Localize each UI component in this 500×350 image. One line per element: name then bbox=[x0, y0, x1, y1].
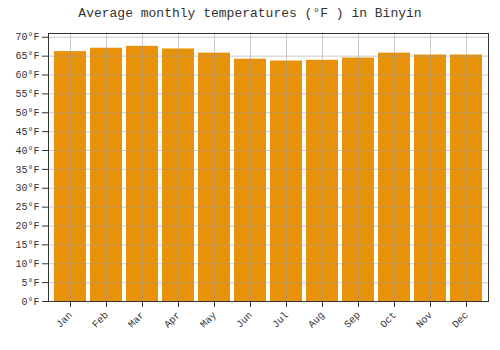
svg-text:Aug: Aug bbox=[306, 310, 327, 331]
svg-text:55°F: 55°F bbox=[15, 89, 39, 100]
svg-text:15°F: 15°F bbox=[15, 240, 39, 251]
svg-text:0°F: 0°F bbox=[21, 297, 39, 308]
svg-text:50°F: 50°F bbox=[15, 108, 39, 119]
svg-text:60°F: 60°F bbox=[15, 70, 39, 81]
svg-text:10°F: 10°F bbox=[15, 259, 39, 270]
svg-text:35°F: 35°F bbox=[15, 165, 39, 176]
svg-text:5°F: 5°F bbox=[21, 278, 39, 289]
svg-text:Oct: Oct bbox=[378, 310, 399, 331]
svg-text:45°F: 45°F bbox=[15, 127, 39, 138]
svg-text:Jan: Jan bbox=[54, 310, 75, 331]
svg-text:Jun: Jun bbox=[234, 310, 255, 331]
svg-text:25°F: 25°F bbox=[15, 202, 39, 213]
svg-text:Nov: Nov bbox=[414, 310, 435, 331]
svg-text:Dec: Dec bbox=[450, 310, 471, 331]
svg-text:Feb: Feb bbox=[90, 310, 111, 331]
svg-text:70°F: 70°F bbox=[15, 32, 39, 43]
html-text:Average monthly temperatures (: Average monthly temperatures (°F ) in Bi… bbox=[78, 6, 422, 21]
svg-text:Sep: Sep bbox=[342, 310, 363, 331]
svg-text:40°F: 40°F bbox=[15, 146, 39, 157]
svg-text:Apr: Apr bbox=[162, 310, 183, 331]
svg-text:20°F: 20°F bbox=[15, 221, 39, 232]
svg-text:Jul: Jul bbox=[270, 310, 291, 331]
svg-text:May: May bbox=[198, 310, 219, 331]
svg-text:Mar: Mar bbox=[126, 310, 147, 331]
svg-text:30°F: 30°F bbox=[15, 183, 39, 194]
svg-text:65°F: 65°F bbox=[15, 51, 39, 62]
